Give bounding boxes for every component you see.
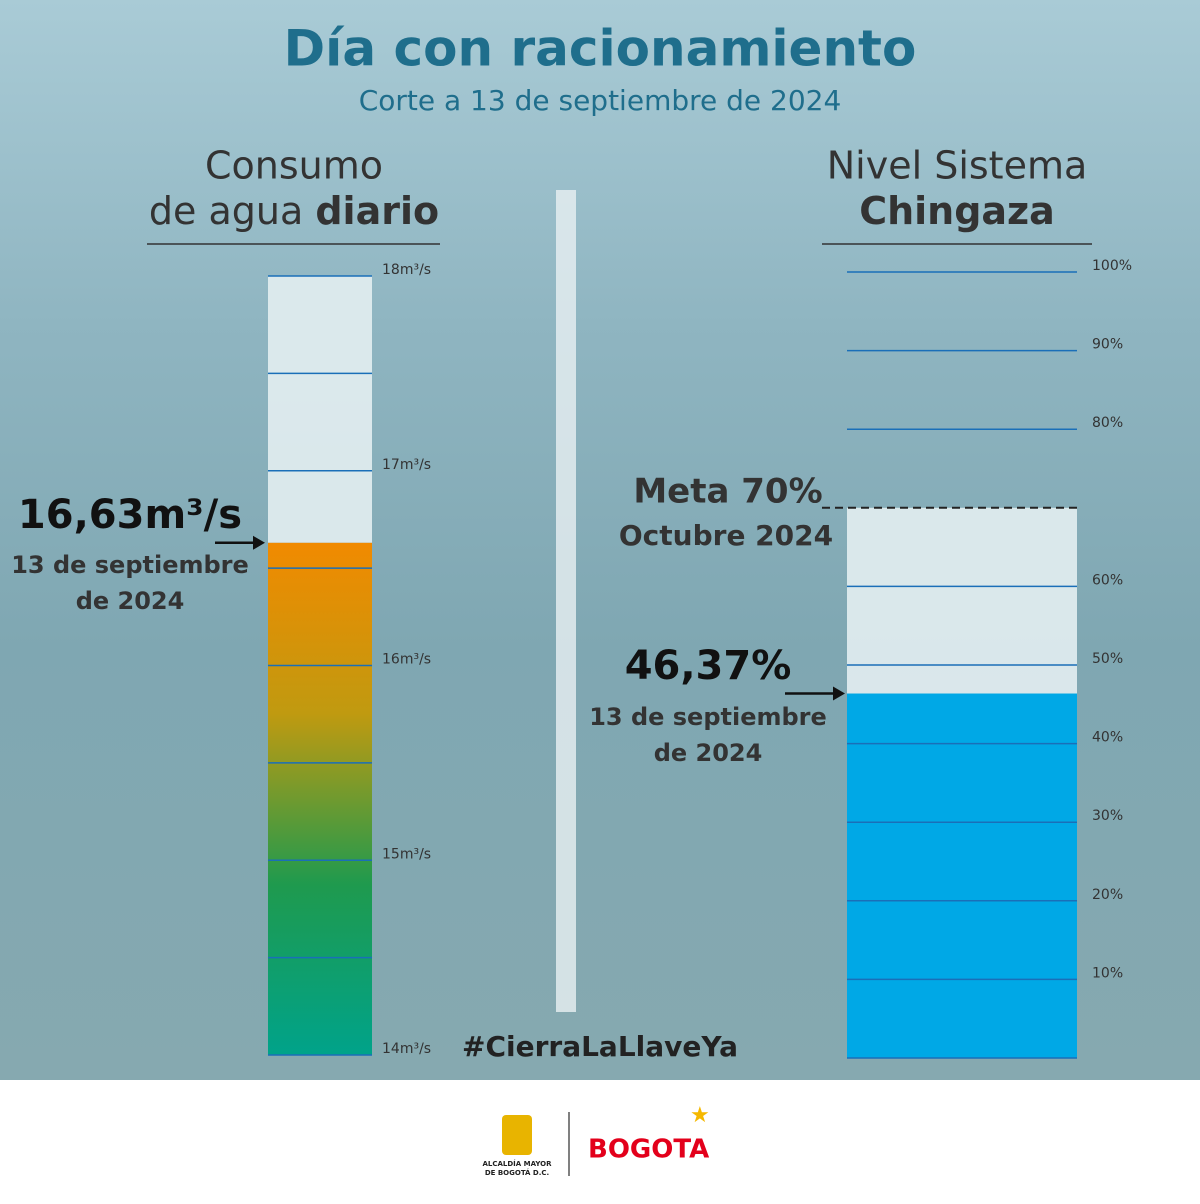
arrow-head xyxy=(833,686,845,701)
y-tick-label: 16m³/s xyxy=(382,652,431,668)
target-date: Octubre 2024 xyxy=(619,519,833,552)
value-bar xyxy=(268,542,372,1055)
y-tick-label: 40% xyxy=(1092,730,1123,746)
chart-title-bold: diario xyxy=(315,189,439,233)
y-tick-label: 60% xyxy=(1092,572,1123,588)
chart-title: Chingaza xyxy=(859,189,1055,233)
value-label: 16,63m³/s xyxy=(18,492,242,538)
arrow-head xyxy=(253,535,265,550)
y-tick-label: 100% xyxy=(1092,258,1132,274)
value-date: 13 de septiembre xyxy=(11,551,249,579)
divider xyxy=(556,190,576,1012)
y-tick-label: 14m³/s xyxy=(382,1041,431,1057)
y-tick-label: 30% xyxy=(1092,808,1123,824)
brand: BOGOTA xyxy=(588,1135,709,1165)
value-label: 46,37% xyxy=(625,643,792,689)
value-bar xyxy=(847,693,1077,1058)
chart-title-bold: Chingaza xyxy=(859,189,1055,233)
value-date: de 2024 xyxy=(654,739,763,767)
hashtag: #CierraLaLlaveYa xyxy=(462,1030,738,1063)
footer-bg xyxy=(0,1080,1200,1200)
chart-title: Nivel Sistema xyxy=(827,144,1088,188)
y-tick-label: 17m³/s xyxy=(382,457,431,473)
alcaldia-line: ALCALDÍA MAYOR xyxy=(482,1159,552,1168)
stars: ★ xyxy=(690,1103,710,1128)
value-date: 13 de septiembre xyxy=(589,703,827,731)
y-tick-label: 90% xyxy=(1092,337,1123,353)
subtitle: Corte a 13 de septiembre de 2024 xyxy=(359,84,842,117)
chart-title: Consumo xyxy=(205,144,383,188)
y-tick-label: 18m³/s xyxy=(382,262,431,278)
y-tick-label: 15m³/s xyxy=(382,846,431,862)
coat-of-arms xyxy=(502,1115,532,1155)
target-label: Meta 70% xyxy=(633,471,822,511)
chart-title: de agua diario xyxy=(149,189,439,233)
alcaldia-line: DE BOGOTÁ D.C. xyxy=(485,1168,549,1177)
empty-area xyxy=(847,507,1077,694)
value-date: de 2024 xyxy=(76,587,185,615)
empty-area xyxy=(268,276,372,543)
y-tick-label: 20% xyxy=(1092,887,1123,903)
title: Día con racionamiento xyxy=(284,20,917,78)
y-tick-label: 10% xyxy=(1092,965,1123,981)
y-tick-label: 50% xyxy=(1092,651,1123,667)
chart-title-part: de agua xyxy=(149,189,303,233)
y-tick-label: 80% xyxy=(1092,415,1123,431)
